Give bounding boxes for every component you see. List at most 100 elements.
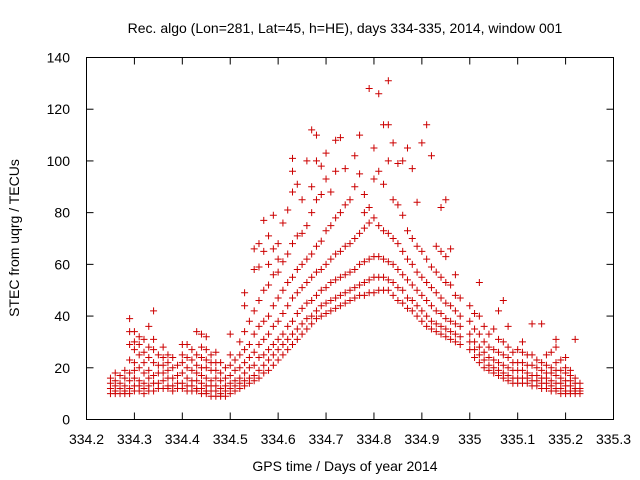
data-point xyxy=(408,307,416,315)
y-tick-label: 140 xyxy=(47,50,71,66)
data-point xyxy=(566,366,574,374)
data-point xyxy=(384,276,392,284)
data-point xyxy=(346,240,354,248)
data-point xyxy=(504,372,512,380)
data-point xyxy=(538,320,546,328)
data-point xyxy=(403,255,411,263)
data-point xyxy=(384,258,392,266)
data-point xyxy=(284,346,292,354)
data-point xyxy=(298,330,306,338)
data-point xyxy=(183,374,191,382)
data-point xyxy=(528,351,536,359)
data-point xyxy=(504,343,512,351)
data-point xyxy=(250,372,258,380)
axis-ticks xyxy=(86,57,614,420)
data-point xyxy=(284,302,292,310)
data-point xyxy=(193,377,201,385)
data-point xyxy=(451,271,459,279)
data-point xyxy=(351,152,359,160)
data-point xyxy=(451,338,459,346)
data-point xyxy=(274,346,282,354)
data-point xyxy=(418,307,426,315)
data-point xyxy=(495,307,503,315)
data-point xyxy=(356,260,364,268)
data-point xyxy=(197,353,205,361)
data-point xyxy=(183,341,191,349)
data-point xyxy=(159,377,167,385)
x-tick-label: 335.1 xyxy=(500,431,535,447)
data-point xyxy=(322,149,330,157)
data-point xyxy=(303,278,311,286)
data-point xyxy=(471,346,479,354)
data-point xyxy=(504,353,512,361)
y-tick-label: 120 xyxy=(47,101,71,117)
data-point xyxy=(332,214,340,222)
data-point xyxy=(437,247,445,255)
data-point xyxy=(260,335,268,343)
data-point xyxy=(418,291,426,299)
data-point xyxy=(308,126,316,134)
data-point xyxy=(360,209,368,217)
data-point xyxy=(183,353,191,361)
data-point xyxy=(298,304,306,312)
data-point xyxy=(557,366,565,374)
data-point xyxy=(437,322,445,330)
data-point xyxy=(571,374,579,382)
data-point xyxy=(293,180,301,188)
data-point xyxy=(265,356,273,364)
data-point xyxy=(236,351,244,359)
data-point xyxy=(202,346,210,354)
data-point xyxy=(437,203,445,211)
data-point xyxy=(279,219,287,227)
data-point xyxy=(466,330,474,338)
data-point xyxy=(480,322,488,330)
data-point xyxy=(571,335,579,343)
data-point xyxy=(427,263,435,271)
data-point xyxy=(289,317,297,325)
data-point xyxy=(327,297,335,305)
data-point xyxy=(341,165,349,173)
data-point xyxy=(106,374,114,382)
data-point xyxy=(471,353,479,361)
data-point xyxy=(289,341,297,349)
data-point xyxy=(250,348,258,356)
data-point xyxy=(365,85,373,93)
data-point xyxy=(332,294,340,302)
x-axis-label: GPS time / Days of year 2014 xyxy=(252,458,437,474)
y-tick-label: 0 xyxy=(62,412,70,428)
data-point xyxy=(265,366,273,374)
data-point xyxy=(394,240,402,248)
data-point xyxy=(542,361,550,369)
data-point xyxy=(423,297,431,305)
data-point xyxy=(255,374,263,382)
data-point xyxy=(499,338,507,346)
data-point xyxy=(365,255,373,263)
data-point xyxy=(370,214,378,222)
data-point xyxy=(336,302,344,310)
data-point xyxy=(413,242,421,250)
x-tick-label: 335.2 xyxy=(548,431,583,447)
data-point xyxy=(538,366,546,374)
data-point xyxy=(346,297,354,305)
data-point xyxy=(552,343,560,351)
data-point xyxy=(284,250,292,258)
data-point xyxy=(303,299,311,307)
data-point xyxy=(542,351,550,359)
data-point xyxy=(341,271,349,279)
data-point xyxy=(279,341,287,349)
data-point xyxy=(413,268,421,276)
data-point xyxy=(485,353,493,361)
data-point xyxy=(384,157,392,165)
data-point xyxy=(456,322,464,330)
data-point xyxy=(217,384,225,392)
data-point xyxy=(480,356,488,364)
data-point xyxy=(442,315,450,323)
data-point xyxy=(197,330,205,338)
data-point xyxy=(265,312,273,320)
data-point xyxy=(518,366,526,374)
data-point xyxy=(121,374,129,382)
data-point xyxy=(159,343,167,351)
data-point xyxy=(164,366,172,374)
data-point xyxy=(336,134,344,142)
data-point xyxy=(169,374,177,382)
